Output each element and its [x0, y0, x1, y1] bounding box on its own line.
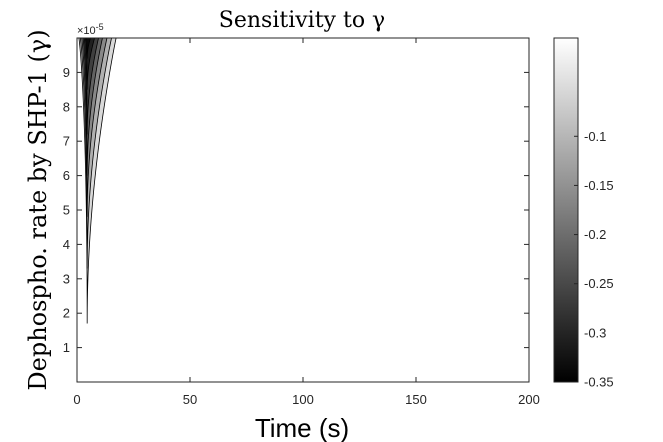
x-tick-label: 100: [292, 392, 314, 407]
y-exponent-label: ×10-5: [77, 22, 104, 37]
y-tick-label: 3: [63, 271, 70, 286]
plot-background: [77, 38, 529, 382]
y-tick-label: 9: [63, 65, 70, 80]
y-tick-label: 6: [63, 168, 70, 183]
y-tick-label: 4: [63, 237, 70, 252]
contour-level: [86, 38, 91, 59]
y-axis-label: Dephospho. rate by SHP-1 (γ): [24, 29, 52, 390]
x-tick-label: 0: [73, 392, 80, 407]
y-tick-label: 7: [63, 134, 70, 149]
plot-area: 0 50 100 150 200 1 2 3 4 5 6 7 8 9 ×10-5: [63, 22, 540, 407]
y-tick-label: 8: [63, 99, 70, 114]
colorbar-gradient: [553, 37, 579, 383]
colorbar-tick-label: -0.1: [584, 129, 606, 144]
x-tick-label: 50: [183, 392, 197, 407]
y-tick-label: 2: [63, 306, 70, 321]
colorbar-tick-label: -0.2: [584, 227, 606, 242]
x-tick-label: 200: [518, 392, 540, 407]
x-tick-label: 150: [405, 392, 427, 407]
colorbar-tick-label: -0.35: [584, 375, 614, 390]
contour-group: [78, 38, 117, 324]
colorbar-tick-label: -0.25: [584, 276, 614, 291]
y-tick-label: 1: [63, 340, 70, 355]
x-axis-label: Time (s): [255, 413, 349, 442]
colorbar: -0.1 -0.15 -0.2 -0.25 -0.3 -0.35: [553, 37, 614, 390]
colorbar-tick-label: -0.15: [584, 178, 614, 193]
y-tick-label: 5: [63, 203, 70, 218]
colorbar-tick-label: -0.3: [584, 325, 606, 340]
chart-title: Sensitivity to γ: [219, 8, 385, 33]
